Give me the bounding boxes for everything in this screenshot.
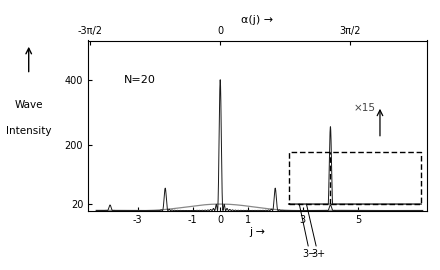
Text: Intensity: Intensity <box>6 126 51 136</box>
Text: 3−: 3− <box>299 204 317 259</box>
Text: N=20: N=20 <box>124 75 156 85</box>
Text: 3+: 3+ <box>306 204 325 259</box>
X-axis label: α(j) →: α(j) → <box>241 15 274 25</box>
Text: ×15: ×15 <box>354 103 376 113</box>
Text: Wave: Wave <box>15 100 43 110</box>
X-axis label: j →: j → <box>249 227 265 237</box>
